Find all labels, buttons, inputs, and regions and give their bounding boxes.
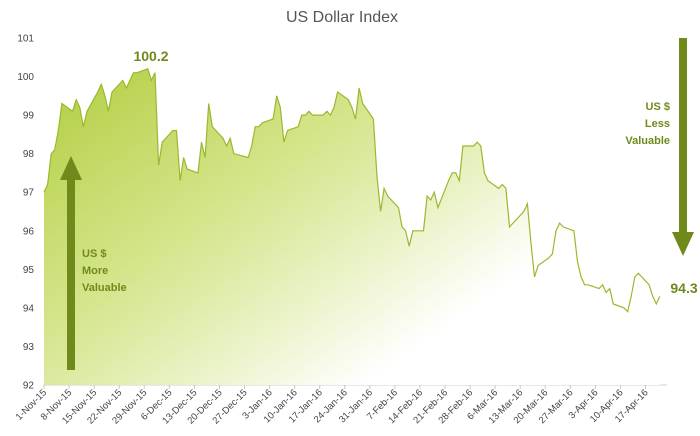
series-line bbox=[43, 68, 661, 313]
y-tick-label: 94 bbox=[23, 303, 35, 314]
more-valuable-line-1: US $ bbox=[82, 248, 106, 260]
y-tick-label: 101 bbox=[17, 34, 34, 45]
x-axis: 1-Nov-158-Nov-1515-Nov-1522-Nov-1529-Nov… bbox=[14, 385, 651, 426]
y-tick-label: 92 bbox=[23, 381, 35, 392]
y-tick-label: 100 bbox=[17, 72, 34, 83]
up-arrow bbox=[60, 156, 82, 370]
y-tick-label: 96 bbox=[23, 226, 35, 237]
y-tick-label: 98 bbox=[23, 149, 35, 160]
peak-value-label: 100.2 bbox=[133, 48, 168, 64]
y-tick-label: 95 bbox=[23, 265, 35, 276]
end-value-label: 94.3 bbox=[670, 280, 697, 296]
down-arrow bbox=[672, 38, 694, 256]
y-tick-label: 99 bbox=[23, 111, 35, 122]
less-valuable-line-3: Valuable bbox=[625, 135, 670, 147]
y-axis: 92 93 94 95 96 97 98 99 100 101 bbox=[17, 34, 34, 392]
more-valuable-line-3: Valuable bbox=[82, 282, 127, 294]
more-valuable-line-2: More bbox=[82, 265, 108, 277]
series-area bbox=[44, 68, 660, 386]
chart-title: US Dollar Index bbox=[286, 9, 398, 26]
less-valuable-line-2: Less bbox=[645, 118, 670, 130]
y-tick-label: 97 bbox=[23, 188, 35, 199]
y-tick-label: 93 bbox=[23, 342, 35, 353]
less-valuable-line-1: US $ bbox=[646, 101, 670, 113]
